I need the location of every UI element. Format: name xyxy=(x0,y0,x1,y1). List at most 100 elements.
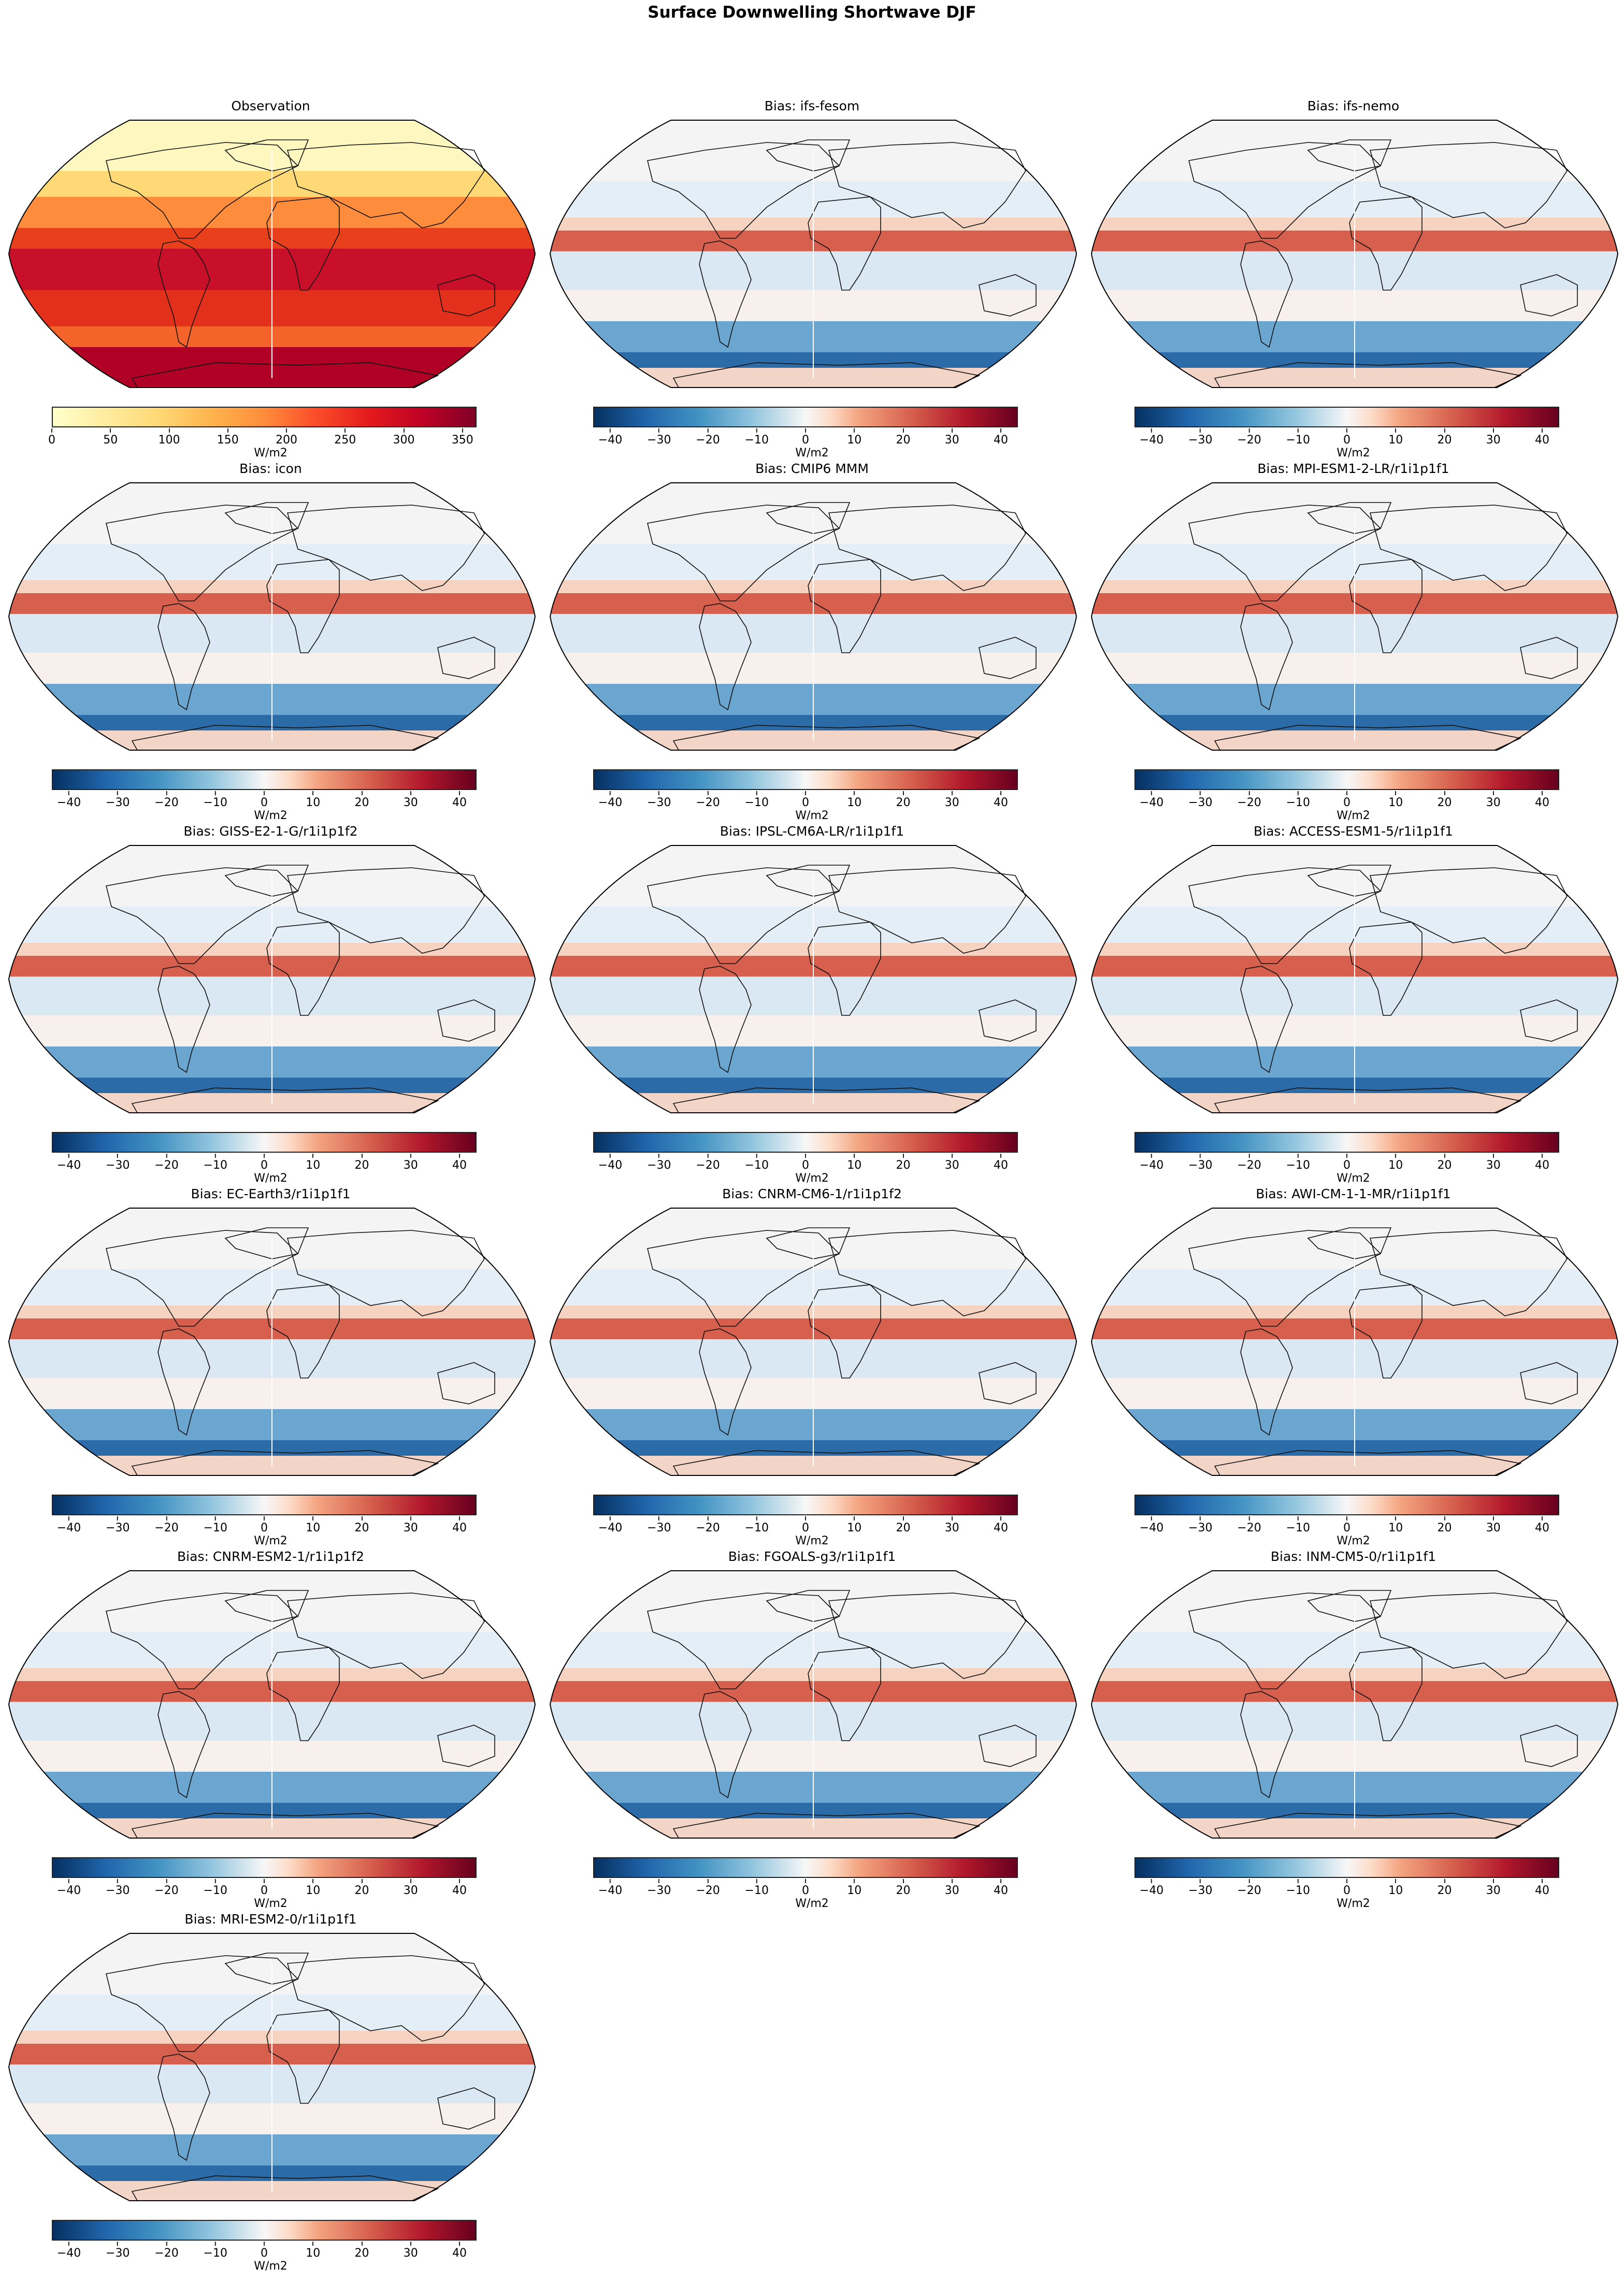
colorbar-tick-label: −30 xyxy=(1188,428,1212,447)
coastline xyxy=(1520,1725,1578,1767)
coastline xyxy=(1520,274,1578,317)
coastline xyxy=(979,274,1037,317)
coastline xyxy=(437,999,495,1042)
panel-title: Observation xyxy=(231,98,310,113)
colorbar-tick-label: −10 xyxy=(1286,1154,1310,1172)
colorbar-tick-label: −40 xyxy=(57,1879,81,1897)
map-plot xyxy=(549,1208,1077,1476)
coastline xyxy=(106,1955,299,2052)
bias-panel: Bias: ACCESS-ESM1-5/r1i1p1f1 −40 −30 −20 −10… xyxy=(1083,824,1624,1186)
colorbar-unit-label: W/m2 xyxy=(1336,1534,1370,1547)
colorbar-tick-label: 200 xyxy=(276,428,297,447)
colorbar-tick-label: 40 xyxy=(452,1879,467,1897)
colorbar-tick-label: −30 xyxy=(647,1154,671,1172)
coastline xyxy=(1188,505,1382,601)
coastline xyxy=(1240,1328,1293,1436)
colorbar-tick-label: −40 xyxy=(1140,1154,1163,1172)
colorbar-tick-label: 20 xyxy=(1438,1516,1452,1534)
colorbar-tick-label: 30 xyxy=(1486,1154,1501,1172)
map-plot xyxy=(8,120,536,388)
colorbar-tick-label: 20 xyxy=(1438,1879,1452,1897)
panel-title: Bias: CNRM-ESM2-1/r1i1p1f2 xyxy=(177,1549,364,1564)
coastline xyxy=(808,922,881,1016)
coastline xyxy=(106,505,299,601)
bias-panel: Bias: CMIP6 MMM −40 −30 −20 −10 0 10 20 30 40 W/m2 xyxy=(541,461,1083,824)
map-plot xyxy=(549,845,1077,1113)
coastline xyxy=(157,2054,210,2161)
colorbar-tick-label: 40 xyxy=(1535,791,1549,809)
colorbar-tick-label: 20 xyxy=(355,1516,369,1534)
map-plot xyxy=(8,1570,536,1839)
coastline xyxy=(828,867,1026,954)
coastline xyxy=(647,142,840,239)
coastline xyxy=(437,2087,495,2130)
colorbar-ticks: −40 −30 −20 −10 0 10 20 30 40 xyxy=(52,1879,477,1900)
coastline xyxy=(1188,867,1382,964)
colorbar-tick-label: 40 xyxy=(1535,428,1549,447)
panel-title: Bias: ACCESS-ESM1-5/r1i1p1f1 xyxy=(1254,824,1453,839)
coastline xyxy=(224,1953,309,1985)
colorbar-ticks: −40 −30 −20 −10 0 10 20 30 40 xyxy=(52,791,477,812)
map-plot xyxy=(8,1933,536,2201)
coastline xyxy=(157,966,210,1073)
panel-title: Bias: IPSL-CM6A-LR/r1i1p1f1 xyxy=(720,824,904,839)
colorbar-tick-label: −20 xyxy=(154,1154,178,1172)
coastline xyxy=(1307,1227,1392,1259)
coastline xyxy=(286,142,485,228)
colorbar-tick-label: 20 xyxy=(355,1154,369,1172)
colorbar-tick-label: −30 xyxy=(1188,1516,1212,1534)
coastline xyxy=(266,559,340,653)
colorbar-tick-label: −10 xyxy=(745,1879,769,1897)
colorbar-tick-label: −20 xyxy=(696,1879,720,1897)
colorbar-tick-label: 30 xyxy=(945,791,959,809)
colorbar-tick-label: −10 xyxy=(745,1516,769,1534)
coastline xyxy=(1520,999,1578,1042)
colorbar-unit-label: W/m2 xyxy=(795,809,829,822)
colorbar-tick-label: 0 xyxy=(802,1516,809,1534)
colorbar-tick-label: 20 xyxy=(1438,428,1452,447)
coastline xyxy=(1349,922,1422,1016)
coastline xyxy=(286,867,485,954)
map-plot xyxy=(549,482,1077,751)
coastline xyxy=(699,240,752,348)
coastline xyxy=(266,1284,340,1379)
colorbar-unit-label: W/m2 xyxy=(1336,1172,1370,1185)
colorbar-unit-label: W/m2 xyxy=(1336,809,1370,822)
colorbar xyxy=(1134,407,1559,427)
colorbar-ticks: −40 −30 −20 −10 0 10 20 30 40 xyxy=(593,1516,1018,1537)
map-plot xyxy=(8,845,536,1113)
observation-panel: Observation 0 50 100 150 200 250 300 350 W/m2 xyxy=(0,98,541,461)
coastline xyxy=(1369,1593,1568,1679)
colorbar-tick-label: −30 xyxy=(647,428,671,447)
colorbar xyxy=(593,1132,1018,1153)
colorbar-tick-label: 0 xyxy=(1343,791,1350,809)
colorbar-tick-label: 30 xyxy=(404,1879,418,1897)
colorbar-unit-label: W/m2 xyxy=(795,447,829,460)
colorbar-tick-label: −40 xyxy=(1140,1516,1163,1534)
coastline xyxy=(106,867,299,964)
colorbar-tick-label: −30 xyxy=(106,2242,130,2260)
colorbar-ticks: −40 −30 −20 −10 0 10 20 30 40 xyxy=(1134,791,1559,812)
colorbar-tick-label: 10 xyxy=(847,428,861,447)
coastline xyxy=(106,142,299,239)
coastline xyxy=(1240,1691,1293,1799)
colorbar-tick-label: 20 xyxy=(896,1516,911,1534)
coastline xyxy=(647,1593,840,1689)
colorbar-tick-label: −40 xyxy=(1140,791,1163,809)
coastline xyxy=(1349,559,1422,653)
coastline xyxy=(106,1593,299,1689)
colorbar-tick-label: 10 xyxy=(306,791,320,809)
colorbar-tick-label: −40 xyxy=(598,1154,622,1172)
colorbar-tick-label: −30 xyxy=(647,1516,671,1534)
colorbar-tick-label: 30 xyxy=(1486,428,1501,447)
map-plot xyxy=(8,1208,536,1476)
colorbar-tick-label: 0 xyxy=(802,791,809,809)
colorbar-tick-label: 0 xyxy=(261,1154,268,1172)
coastline xyxy=(286,1593,485,1679)
colorbar-tick-label: 0 xyxy=(802,428,809,447)
bias-panel: Bias: INM-CM5-0/r1i1p1f1 −40 −30 −20 −10 0 10 2… xyxy=(1083,1549,1624,1912)
colorbar-tick-label: 0 xyxy=(1343,428,1350,447)
colorbar xyxy=(593,1495,1018,1515)
colorbar-tick-label: −20 xyxy=(1237,1154,1261,1172)
colorbar-tick-label: 10 xyxy=(1388,428,1403,447)
